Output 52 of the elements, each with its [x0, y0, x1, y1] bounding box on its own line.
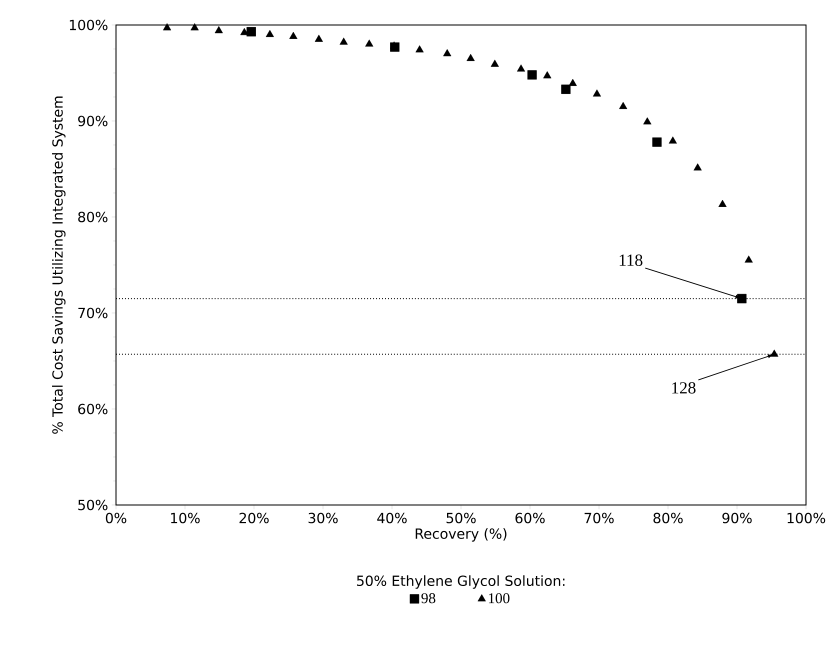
- x-tick-label: 90%: [722, 512, 752, 524]
- point: [340, 38, 348, 45]
- x-tick-label: 50%: [446, 512, 476, 524]
- legend-label: 98: [421, 593, 436, 604]
- point: [694, 163, 702, 170]
- point: [443, 49, 452, 56]
- x-tick-label: 0%: [106, 512, 126, 524]
- y-tick-label: 60%: [78, 404, 108, 414]
- point: [619, 102, 628, 110]
- y-tick-label: 70%: [78, 308, 108, 318]
- y-tick-label: 90%: [78, 116, 108, 126]
- point: [314, 34, 323, 42]
- x-tick-label: 30%: [308, 512, 338, 524]
- point: [466, 54, 475, 62]
- point: [668, 136, 677, 144]
- point: [490, 60, 499, 67]
- legend-label: 100: [488, 593, 510, 604]
- point: [162, 23, 172, 30]
- y-tick-label: 80%: [78, 212, 108, 222]
- point: [643, 117, 652, 124]
- point: [516, 64, 526, 72]
- point: [737, 294, 747, 304]
- point: [744, 256, 753, 263]
- point: [592, 89, 602, 97]
- x-tick-label: 80%: [653, 512, 683, 524]
- point: [568, 78, 577, 86]
- point: [416, 45, 424, 52]
- annotation: 118: [620, 254, 642, 266]
- point: [652, 137, 662, 147]
- x-tick-label: 70%: [584, 512, 614, 524]
- x-tick-label: 100%: [788, 512, 826, 524]
- point: [365, 40, 374, 47]
- y-tick-label: 50%: [78, 500, 108, 510]
- y-tick-label: 100%: [70, 20, 108, 30]
- annotation: 128: [672, 382, 696, 394]
- point: [770, 350, 778, 357]
- x-axis-title: Recovery (%): [416, 528, 506, 542]
- point: [214, 26, 223, 34]
- point: [246, 27, 256, 36]
- y-axis-title: % Total Cost Savings Utilizing Integrated System: [52, 96, 66, 434]
- point: [561, 84, 571, 94]
- point: [543, 71, 552, 78]
- x-tick-label: 10%: [171, 512, 200, 524]
- point: [266, 30, 274, 38]
- point: [527, 70, 537, 80]
- x-tick-label: 60%: [515, 512, 545, 524]
- point: [718, 200, 727, 207]
- point: [190, 23, 199, 30]
- legend-title: 50% Ethylene Glycol Solution:: [357, 575, 564, 589]
- point: [289, 32, 298, 39]
- x-tick-label: 40%: [377, 512, 407, 524]
- x-tick-label: 20%: [240, 512, 269, 524]
